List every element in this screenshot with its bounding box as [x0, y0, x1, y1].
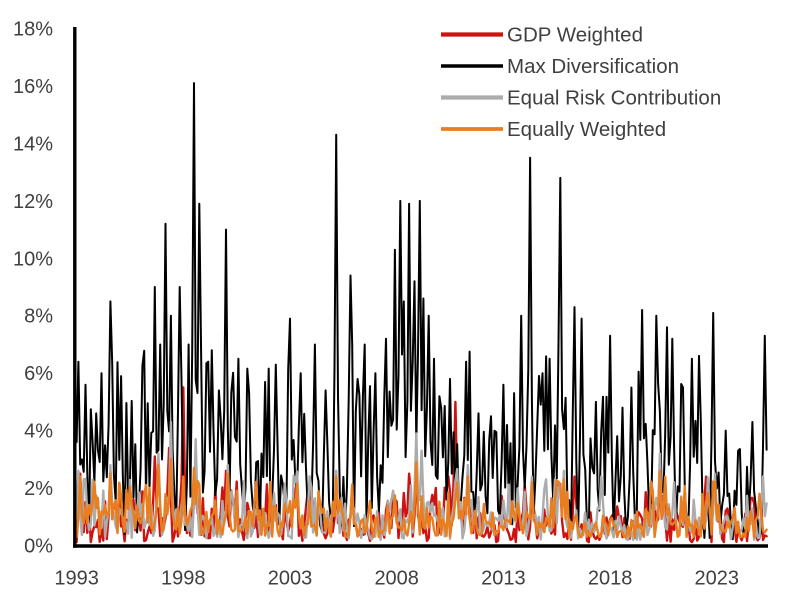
- svg-text:2023: 2023: [695, 568, 740, 590]
- svg-text:2%: 2%: [24, 478, 53, 500]
- svg-text:10%: 10%: [13, 248, 53, 270]
- svg-text:Max Diversification: Max Diversification: [507, 55, 679, 78]
- svg-text:14%: 14%: [13, 133, 53, 155]
- svg-text:18%: 18%: [13, 19, 53, 41]
- svg-text:6%: 6%: [24, 363, 53, 385]
- svg-text:Equally Weighted: Equally Weighted: [507, 118, 666, 141]
- svg-text:2003: 2003: [268, 568, 313, 590]
- svg-text:GDP Weighted: GDP Weighted: [507, 24, 643, 47]
- svg-text:0%: 0%: [24, 536, 53, 558]
- svg-text:1998: 1998: [161, 568, 206, 590]
- svg-text:16%: 16%: [13, 76, 53, 98]
- svg-text:8%: 8%: [24, 306, 53, 328]
- svg-text:2008: 2008: [374, 568, 419, 590]
- svg-text:2013: 2013: [481, 568, 526, 590]
- svg-text:2018: 2018: [588, 568, 633, 590]
- svg-text:Equal Risk Contribution: Equal Risk Contribution: [507, 87, 721, 110]
- svg-text:1993: 1993: [54, 568, 99, 590]
- svg-text:12%: 12%: [13, 191, 53, 213]
- svg-text:4%: 4%: [24, 421, 53, 443]
